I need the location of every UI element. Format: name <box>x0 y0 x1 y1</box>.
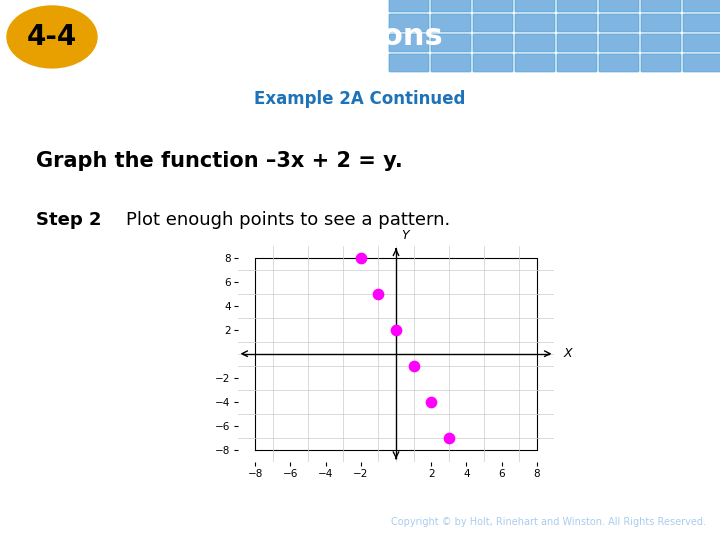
FancyBboxPatch shape <box>389 0 429 12</box>
FancyBboxPatch shape <box>599 54 639 72</box>
FancyBboxPatch shape <box>431 0 471 12</box>
FancyBboxPatch shape <box>641 54 681 72</box>
FancyBboxPatch shape <box>473 14 513 32</box>
FancyBboxPatch shape <box>641 34 681 52</box>
FancyBboxPatch shape <box>515 34 555 52</box>
Text: Graph the function –3x + 2 = y.: Graph the function –3x + 2 = y. <box>36 151 402 171</box>
FancyBboxPatch shape <box>389 14 429 32</box>
FancyBboxPatch shape <box>431 34 471 52</box>
FancyBboxPatch shape <box>389 34 429 52</box>
Text: Y: Y <box>401 229 409 242</box>
FancyBboxPatch shape <box>599 14 639 32</box>
Text: Example 2A Continued: Example 2A Continued <box>254 90 466 108</box>
Text: Plot enough points to see a pattern.: Plot enough points to see a pattern. <box>126 211 450 229</box>
FancyBboxPatch shape <box>515 0 555 12</box>
FancyBboxPatch shape <box>515 54 555 72</box>
FancyBboxPatch shape <box>473 54 513 72</box>
FancyBboxPatch shape <box>641 14 681 32</box>
Text: X: X <box>563 347 572 360</box>
FancyBboxPatch shape <box>431 54 471 72</box>
Point <box>390 326 402 334</box>
Text: Step 2: Step 2 <box>36 211 102 229</box>
FancyBboxPatch shape <box>557 0 597 12</box>
Text: Graphing Functions: Graphing Functions <box>108 23 443 51</box>
Point <box>408 361 419 370</box>
FancyBboxPatch shape <box>683 0 720 12</box>
FancyBboxPatch shape <box>557 14 597 32</box>
Point <box>373 289 384 298</box>
FancyBboxPatch shape <box>557 34 597 52</box>
FancyBboxPatch shape <box>683 14 720 32</box>
FancyBboxPatch shape <box>641 0 681 12</box>
Point <box>355 253 366 262</box>
FancyBboxPatch shape <box>683 34 720 52</box>
FancyBboxPatch shape <box>599 34 639 52</box>
FancyBboxPatch shape <box>473 34 513 52</box>
FancyBboxPatch shape <box>389 54 429 72</box>
Text: Holt Algebra 1: Holt Algebra 1 <box>14 516 115 529</box>
FancyBboxPatch shape <box>515 14 555 32</box>
FancyBboxPatch shape <box>557 54 597 72</box>
FancyBboxPatch shape <box>431 14 471 32</box>
FancyBboxPatch shape <box>683 54 720 72</box>
Point <box>443 434 454 442</box>
Ellipse shape <box>7 6 97 68</box>
Text: Copyright © by Holt, Rinehart and Winston. All Rights Reserved.: Copyright © by Holt, Rinehart and Winsto… <box>391 517 706 528</box>
FancyBboxPatch shape <box>473 0 513 12</box>
FancyBboxPatch shape <box>599 0 639 12</box>
Point <box>426 397 437 406</box>
Text: 4-4: 4-4 <box>27 23 77 51</box>
